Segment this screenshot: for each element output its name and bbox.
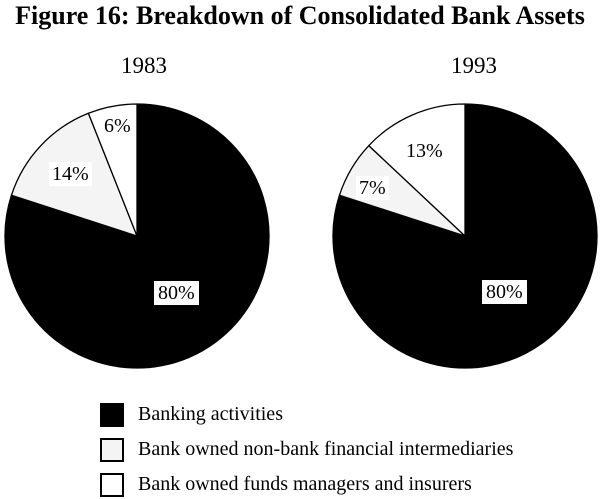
legend-swatch-gray [100,437,124,462]
label-1993-funds-pct: 13% [406,140,443,162]
figure-title: Figure 16: Breakdown of Consolidated Ban… [15,1,585,30]
label-1983-nonbank-pct: 14% [49,162,92,186]
label-1993-nonbank-pct: 7% [356,176,389,200]
legend: Banking activities Bank owned non-bank f… [100,402,513,499]
label-1983-funds-pct: 6% [104,115,131,137]
pie-slice-1993-13pct [368,103,466,237]
pie-chart-1993 [332,103,598,369]
pie-1993-year-label: 1993 [451,53,497,78]
legend-item-banking-activities: Banking activities [100,402,513,427]
legend-item-nonbank-intermediaries: Bank owned non-bank financial intermedia… [100,437,513,462]
pie-1983-year-label: 1983 [121,53,167,78]
pie-slice-1983-6pct [87,103,138,237]
label-1993-banking-pct: 80% [481,279,528,305]
label-1983-banking-pct: 80% [153,280,200,306]
pie-chart-1983 [4,103,270,369]
legend-swatch-black [100,402,124,427]
legend-label: Banking activities [138,403,283,425]
legend-label: Bank owned non-bank financial intermedia… [138,438,514,460]
legend-item-funds-managers-insurers: Bank owned funds managers and insurers [100,472,513,497]
legend-label: Bank owned funds managers and insurers [138,473,472,495]
legend-swatch-white [100,472,124,497]
